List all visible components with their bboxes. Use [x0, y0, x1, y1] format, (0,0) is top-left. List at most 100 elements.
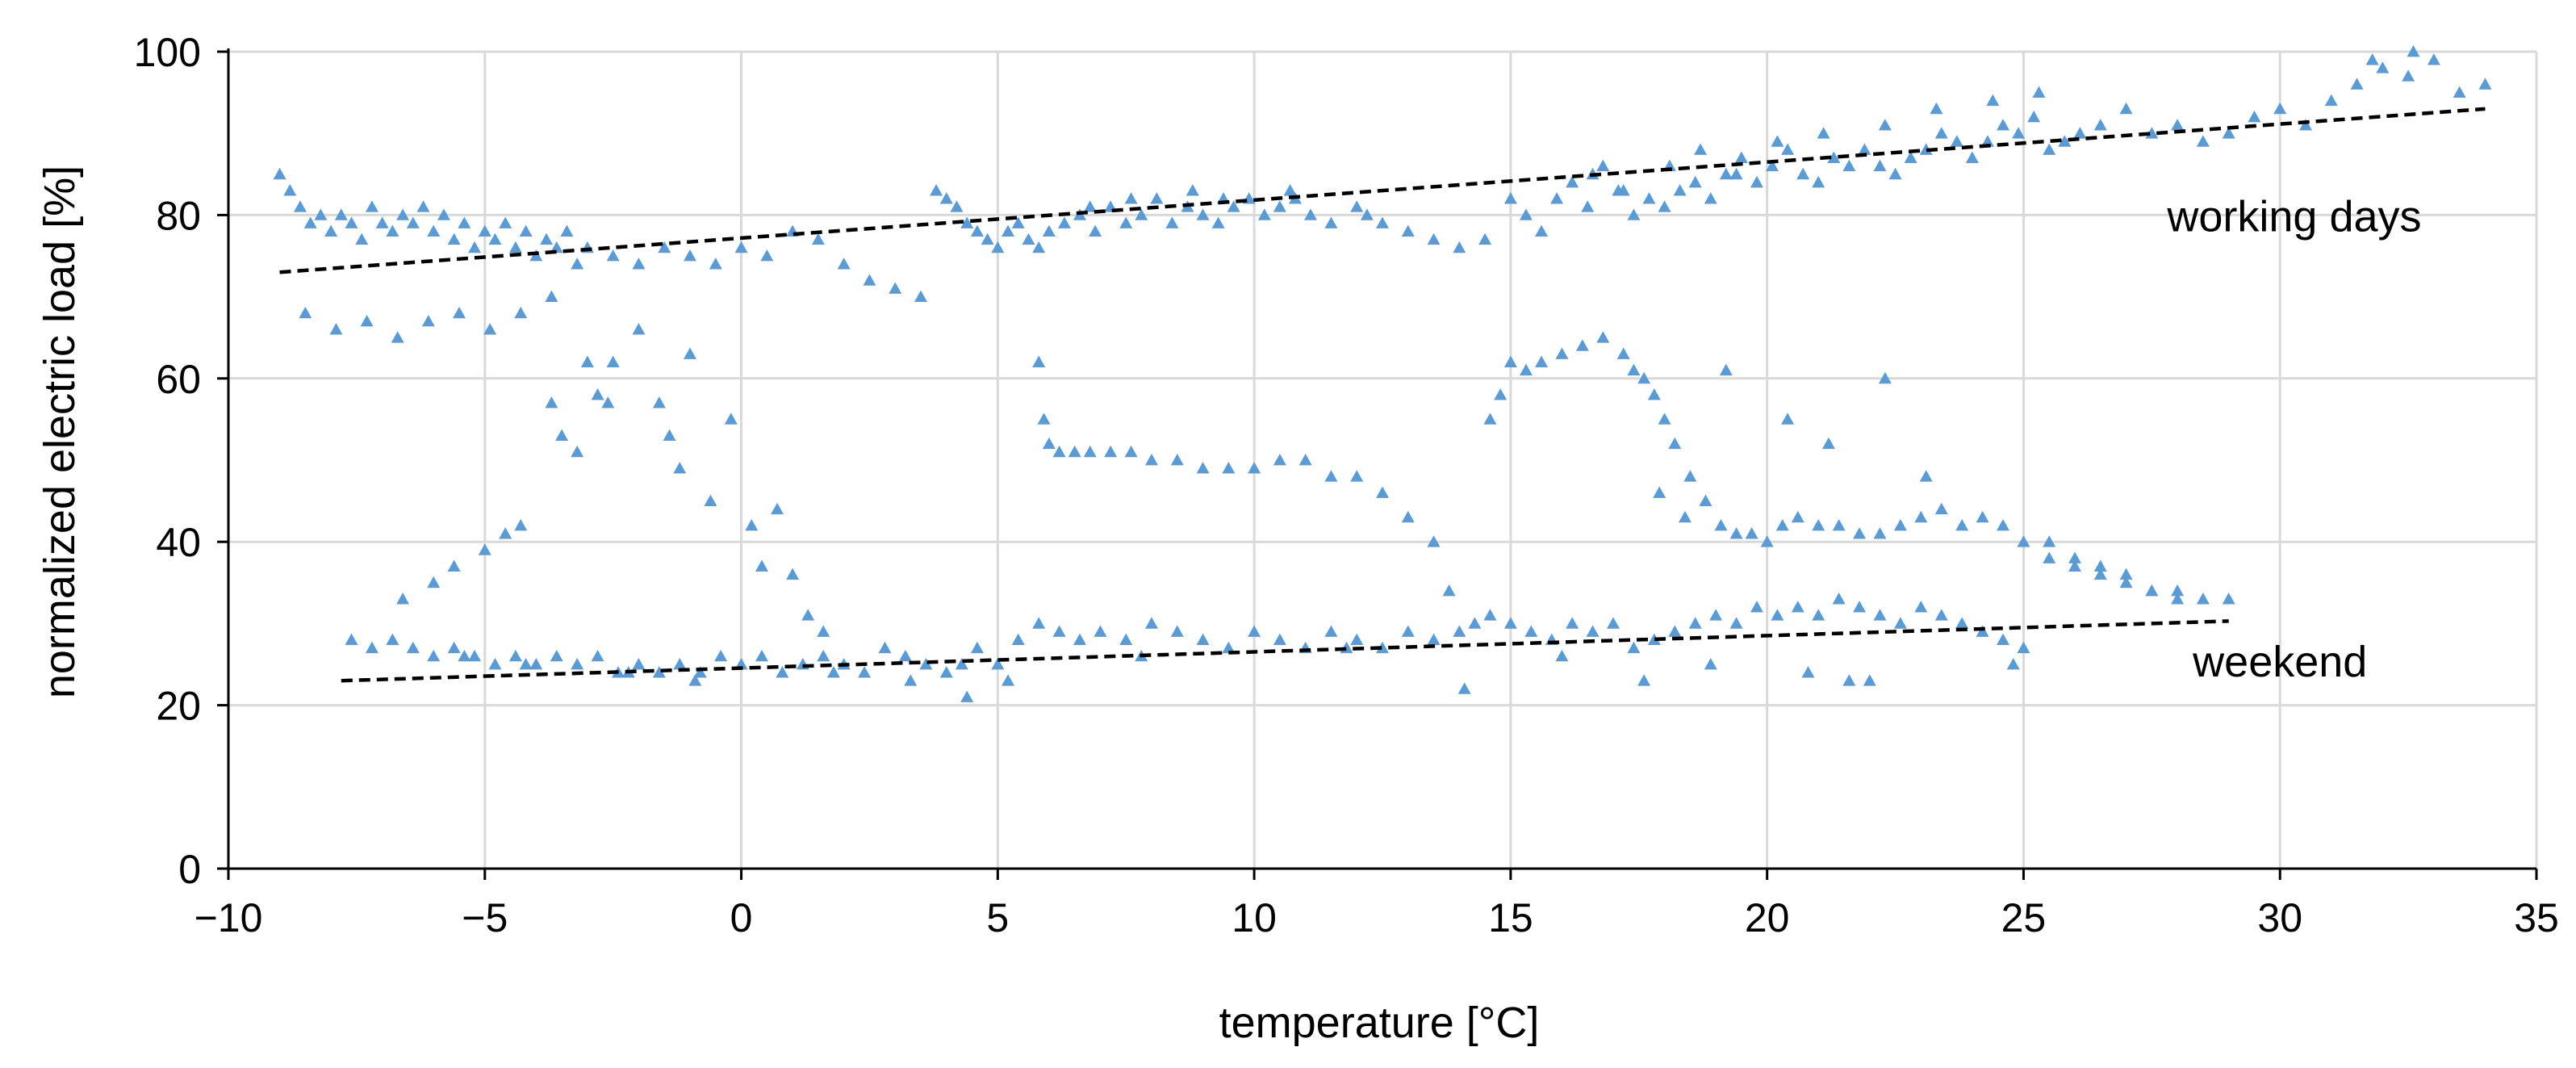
data-point — [1980, 135, 1994, 147]
data-point — [1037, 413, 1051, 425]
data-point — [375, 216, 389, 228]
data-point — [709, 258, 722, 270]
data-point — [2145, 127, 2159, 139]
data-point — [1227, 200, 1240, 212]
grid-lines — [228, 50, 2538, 869]
data-point — [1888, 167, 1902, 180]
x-tick-label: 0 — [730, 895, 753, 940]
data-point — [571, 258, 584, 270]
data-point — [1503, 617, 1517, 629]
data-point — [939, 192, 953, 204]
data-point — [1658, 413, 1671, 425]
data-point — [914, 290, 927, 302]
data-point — [483, 323, 497, 335]
data-point — [970, 224, 984, 237]
data-point — [1668, 625, 1682, 637]
data-point — [1119, 633, 1133, 646]
data-point — [1376, 641, 1389, 654]
data-point — [1607, 617, 1620, 629]
data-point — [658, 241, 671, 253]
data-point — [817, 625, 830, 637]
data-point — [1483, 413, 1497, 425]
data-point — [1873, 609, 1887, 621]
data-point — [1401, 224, 1415, 237]
data-point — [478, 224, 491, 237]
data-point — [991, 658, 1005, 670]
data-point — [1821, 437, 1835, 450]
data-point — [1442, 584, 1456, 597]
data-point — [560, 224, 574, 237]
data-point — [365, 641, 378, 654]
data-point — [1704, 192, 1717, 204]
data-point — [1124, 445, 1138, 458]
data-point — [1376, 216, 1389, 228]
data-point — [1555, 649, 1569, 662]
y-tick-label: 100 — [134, 30, 201, 75]
data-point — [1853, 527, 1867, 539]
data-point — [889, 282, 902, 294]
data-point — [550, 241, 563, 253]
data-point — [519, 224, 533, 237]
data-point — [837, 258, 851, 270]
data-point — [1068, 445, 1081, 458]
data-point — [1457, 682, 1471, 694]
data-point — [293, 200, 307, 212]
data-point — [334, 208, 348, 220]
data-point — [817, 649, 830, 662]
data-point — [1360, 208, 1374, 220]
tick-labels: −10 −5 0 5 10 15 20 25 30 35 0 20 40 60 80 100 — [134, 30, 2559, 940]
data-point — [273, 167, 286, 180]
data-point — [2119, 576, 2133, 588]
data-point — [1997, 518, 2010, 531]
y-tick-label: 0 — [178, 847, 201, 892]
data-point — [1535, 224, 1549, 237]
data-point — [991, 241, 1005, 253]
data-point — [1801, 666, 1815, 678]
data-point — [2093, 119, 2107, 131]
data-point — [1934, 609, 1948, 621]
data-point — [1535, 355, 1549, 367]
data-point — [396, 593, 410, 605]
data-point — [1586, 625, 1600, 637]
data-point — [1858, 143, 1871, 155]
data-point — [1104, 445, 1118, 458]
data-point — [1350, 633, 1364, 646]
data-point — [1653, 486, 1666, 498]
annotation-label: weekend — [2192, 638, 2367, 686]
annotations: working days weekend — [2166, 193, 2421, 687]
data-point — [1145, 617, 1158, 629]
data-point — [1324, 470, 1338, 482]
data-point — [1150, 192, 1164, 204]
data-point — [755, 559, 768, 572]
data-point — [2478, 77, 2492, 90]
data-point — [1832, 593, 1846, 605]
data-point — [499, 216, 512, 228]
data-point — [1298, 454, 1312, 466]
data-point — [724, 413, 738, 425]
data-point — [1719, 167, 1733, 180]
x-tick-label: 15 — [1488, 895, 1533, 940]
data-point — [1719, 363, 1733, 376]
data-point — [427, 576, 441, 588]
data-point — [786, 568, 800, 580]
data-point — [1273, 454, 1286, 466]
data-point — [488, 658, 502, 670]
data-point — [1002, 674, 1015, 686]
data-point — [406, 216, 420, 228]
data-point — [1596, 331, 1610, 343]
data-point — [960, 216, 974, 228]
data-point — [904, 674, 918, 686]
data-point — [1494, 388, 1508, 400]
data-point — [396, 208, 410, 220]
data-point — [458, 649, 471, 662]
data-point — [1997, 633, 2010, 646]
y-axis-title: normalized electric load [%] — [36, 165, 84, 698]
data-point — [1566, 175, 1579, 188]
data-point — [2043, 535, 2056, 547]
data-point — [1709, 609, 1723, 621]
data-point — [2032, 86, 2046, 98]
data-point — [540, 232, 554, 245]
data-point — [303, 216, 317, 228]
data-point — [1135, 208, 1148, 220]
